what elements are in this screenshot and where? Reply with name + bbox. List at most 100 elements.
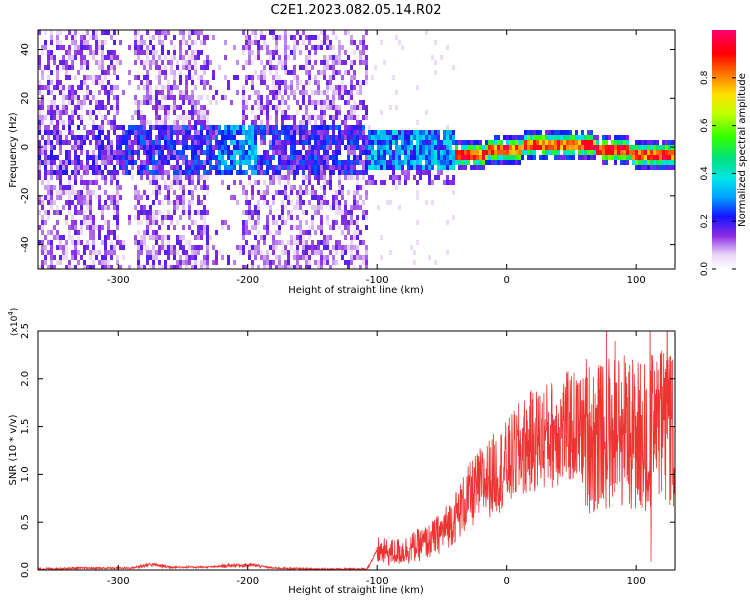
heatmap-cell [344, 145, 347, 150]
heatmap-cell [119, 265, 122, 269]
heatmap-cell [137, 165, 140, 170]
heatmap-cell [419, 140, 422, 145]
heatmap-cell [179, 125, 182, 130]
heatmap-cell [581, 155, 584, 160]
heatmap-cell [77, 95, 80, 100]
heatmap-cell [332, 60, 335, 65]
heatmap-cell [347, 160, 350, 165]
heatmap-cell [212, 245, 215, 250]
heatmap-cell [359, 135, 362, 140]
heatmap-cell [452, 180, 455, 185]
heatmap-cell [140, 80, 143, 85]
heatmap-cell [215, 165, 218, 170]
heatmap-cell [515, 155, 518, 160]
heatmap-cell [632, 155, 635, 160]
heatmap-cell [71, 145, 74, 150]
heatmap-cell [182, 245, 185, 250]
heatmap-cell [299, 130, 302, 135]
heatmap-cell [221, 170, 224, 175]
heatmap-cell [191, 95, 194, 100]
heatmap-cell [152, 175, 155, 180]
heatmap-cell [317, 165, 320, 170]
heatmap-cell [236, 170, 239, 175]
heatmap-cell [59, 80, 62, 85]
heatmap-cell [269, 65, 272, 70]
heatmap-cell [206, 80, 209, 85]
heatmap-cell [134, 195, 137, 200]
heatmap-cell [152, 150, 155, 155]
heatmap-cell [146, 30, 149, 35]
heatmap-cell [128, 145, 131, 150]
heatmap-cell [449, 135, 452, 140]
heatmap-cell [500, 160, 503, 165]
heatmap-cell [347, 170, 350, 175]
heatmap-cell [179, 90, 182, 95]
heatmap-cell [68, 180, 71, 185]
heatmap-cell [182, 235, 185, 240]
snr-x-tick-label: -100 [366, 576, 389, 587]
heatmap-cell [278, 55, 281, 60]
heatmap-cell [389, 165, 392, 170]
heatmap-cell [74, 225, 77, 230]
heatmap-cell [332, 245, 335, 250]
heatmap-cell [155, 255, 158, 260]
heatmap-cell [257, 205, 260, 210]
heatmap-cell [338, 135, 341, 140]
heatmap-cell [179, 200, 182, 205]
heatmap-cell [323, 245, 326, 250]
heatmap-cell [281, 250, 284, 255]
heatmap-cell [314, 145, 317, 150]
heatmap-cell [152, 180, 155, 185]
heatmap-cell [626, 135, 629, 140]
heatmap-cell [44, 155, 47, 160]
heatmap-cell [662, 155, 665, 160]
heatmap-cell [59, 170, 62, 175]
heatmap-cell [101, 145, 104, 150]
heatmap-cell [98, 230, 101, 235]
heatmap-cell [227, 155, 230, 160]
heatmap-cell [155, 145, 158, 150]
heatmap-cell [134, 75, 137, 80]
heatmap-cell [62, 255, 65, 260]
heatmap-cell [350, 115, 353, 120]
heatmap-cell [260, 130, 263, 135]
heatmap-cell [326, 60, 329, 65]
heatmap-cell [179, 165, 182, 170]
heatmap-cell [374, 65, 377, 70]
heatmap-cell [53, 265, 56, 269]
heatmap-cell [344, 170, 347, 175]
heatmap-cell [86, 185, 89, 190]
heatmap-cell [95, 155, 98, 160]
heatmap-cell [158, 135, 161, 140]
heatmap-cell [299, 195, 302, 200]
heatmap-cell [350, 135, 353, 140]
heatmap-cell [266, 50, 269, 55]
heatmap-cell [413, 160, 416, 165]
heatmap-cell [302, 155, 305, 160]
heatmap-cell [248, 205, 251, 210]
heatmap-cell [167, 130, 170, 135]
heatmap-cell [284, 265, 287, 269]
heatmap-cell [338, 60, 341, 65]
heatmap-cell [59, 60, 62, 65]
heatmap-cell [311, 100, 314, 105]
heatmap-cell [188, 95, 191, 100]
heatmap-cell [101, 70, 104, 75]
heatmap-cell [197, 120, 200, 125]
heatmap-cell [338, 180, 341, 185]
heatmap-cell [560, 145, 563, 150]
heatmap-cell [305, 210, 308, 215]
heatmap-cell [332, 195, 335, 200]
heatmap-cell [143, 265, 146, 269]
heatmap-cell [389, 150, 392, 155]
heatmap-cell [410, 150, 413, 155]
heatmap-cell [179, 185, 182, 190]
heatmap-cell [257, 75, 260, 80]
heatmap-cell [185, 135, 188, 140]
heatmap-cell [149, 40, 152, 45]
heatmap-cell [275, 50, 278, 55]
heatmap-cell [251, 210, 254, 215]
heatmap-cell [68, 130, 71, 135]
heatmap-cell [188, 240, 191, 245]
heatmap-cell [449, 140, 452, 145]
